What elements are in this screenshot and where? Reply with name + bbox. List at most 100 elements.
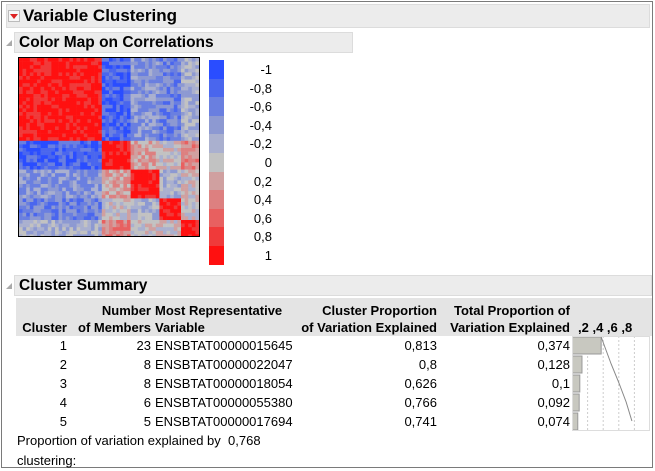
heatmap-cell [73,108,77,113]
heatmap-cell [173,187,178,192]
heatmap-cell [173,169,178,174]
heatmap-cell [44,130,49,134]
red-triangle-menu-button[interactable] [8,10,20,22]
heatmap-cell [65,155,70,160]
heatmap-cell [83,86,88,91]
col-cluster-prop[interactable]: Cluster Proportion of Variation Explained [296,298,439,336]
heatmap-cell [130,151,135,156]
heatmap-cell [188,104,193,109]
col-total-prop[interactable]: Total Proportion of Variation Explained [439,298,572,336]
heatmap-cell [94,58,99,62]
heatmap-cell [101,191,106,196]
heatmap-cell [130,104,135,109]
heatmap-cell [58,155,63,160]
heatmap-cell [105,205,110,210]
heatmap-cell [69,202,74,206]
heatmap-cell [137,216,142,221]
heatmap-cell [69,209,74,214]
variable-clustering-header[interactable]: Variable Clustering [6,4,650,28]
heatmap-cell [69,194,74,199]
heatmap-cell [62,173,67,178]
heatmap-cell [51,202,56,206]
col-members[interactable]: Number of Members [69,298,153,336]
cluster-summary-table: Cluster Number of Members Most Representa… [16,298,652,431]
table-row[interactable]: 4 6 ENSBTAT00000055380 0,766 0,092 [16,393,652,412]
heatmap-cell [177,83,182,88]
heatmap-cell [55,202,59,206]
heatmap-cell [62,61,67,66]
heatmap-cell [87,104,92,109]
heatmap-cell [65,220,70,224]
heatmap-cell [91,209,95,214]
heatmap-cell [105,133,110,138]
heatmap-cell [173,162,178,167]
heatmap-cell [181,144,185,149]
col-variable[interactable]: Most Representative Variable [153,298,296,336]
heatmap-cell [65,90,70,95]
heatmap-cell [80,166,85,170]
heatmap-cell [37,158,41,163]
table-row[interactable]: 1 23 ENSBTAT00000015645 0,813 0,374 [16,336,652,355]
heatmap-cell [51,180,56,185]
heatmap-cell [101,119,106,124]
heatmap-cell [69,130,74,134]
heatmap-cell [51,104,56,109]
heatmap-cell [98,176,103,181]
footer: Proportion of variation explained by 0,7… [17,431,261,471]
heatmap-cell [170,173,175,178]
heatmap-cell [130,133,135,138]
heatmap-cell [191,191,196,196]
heatmap-cell [188,90,193,95]
legend-swatch [209,115,224,135]
heatmap-cell [83,79,88,84]
heatmap-cell [94,230,99,235]
heatmap-cell [191,227,196,232]
heatmap-cell [152,191,157,196]
heatmap-cell [105,198,110,203]
heatmap-cell [134,166,139,170]
cell-members: 8 [143,357,151,372]
color-map-header[interactable]: Color Map on Correlations [14,32,353,53]
table-row[interactable]: 5 5 ENSBTAT00000017694 0,741 0,074 [16,412,652,431]
heatmap-cell [152,187,157,192]
heatmap-cell [123,83,128,88]
disclosure-icon[interactable] [6,283,12,289]
heatmap-cell [148,144,153,149]
heatmap-cell [173,79,178,84]
heatmap-cell [159,108,164,113]
col-cluster[interactable]: Cluster [16,298,69,336]
heatmap-cell [109,119,113,124]
heatmap-cell [44,223,49,228]
heatmap-cell [134,83,139,88]
heatmap-cell [181,151,185,156]
heatmap-cell [65,108,70,113]
heatmap-cell [58,209,63,214]
heatmap-cell [101,115,106,120]
heatmap-cell [87,72,92,77]
heatmap-cell [22,86,27,91]
heatmap-cell [159,137,164,142]
heatmap-cell [181,137,185,142]
table-row[interactable]: 2 8 ENSBTAT00000022047 0,8 0,128 [16,355,652,374]
heatmap-cell [44,83,49,88]
heatmap-cell [62,202,67,206]
heatmap-cell [184,162,189,167]
disclosure-icon[interactable] [6,40,12,46]
heatmap-cell [51,194,56,199]
heatmap-cell [191,61,196,66]
heatmap-cell [87,209,92,214]
heatmap-cell [62,144,67,149]
heatmap-cell [65,234,70,236]
table-row[interactable]: 3 8 ENSBTAT00000018054 0,626 0,1 [16,374,652,393]
heatmap-cell [83,58,88,62]
legend-label: -0,2 [249,136,272,152]
heatmap-cell [127,130,131,134]
heatmap-cell [47,90,52,95]
heatmap-cell [33,104,38,109]
heatmap-cell [29,205,34,210]
heatmap-cell [188,137,193,142]
heatmap-cell [91,194,95,199]
heatmap-cell [119,65,124,70]
cluster-summary-header[interactable]: Cluster Summary [14,275,652,296]
heatmap-cell [112,216,117,221]
